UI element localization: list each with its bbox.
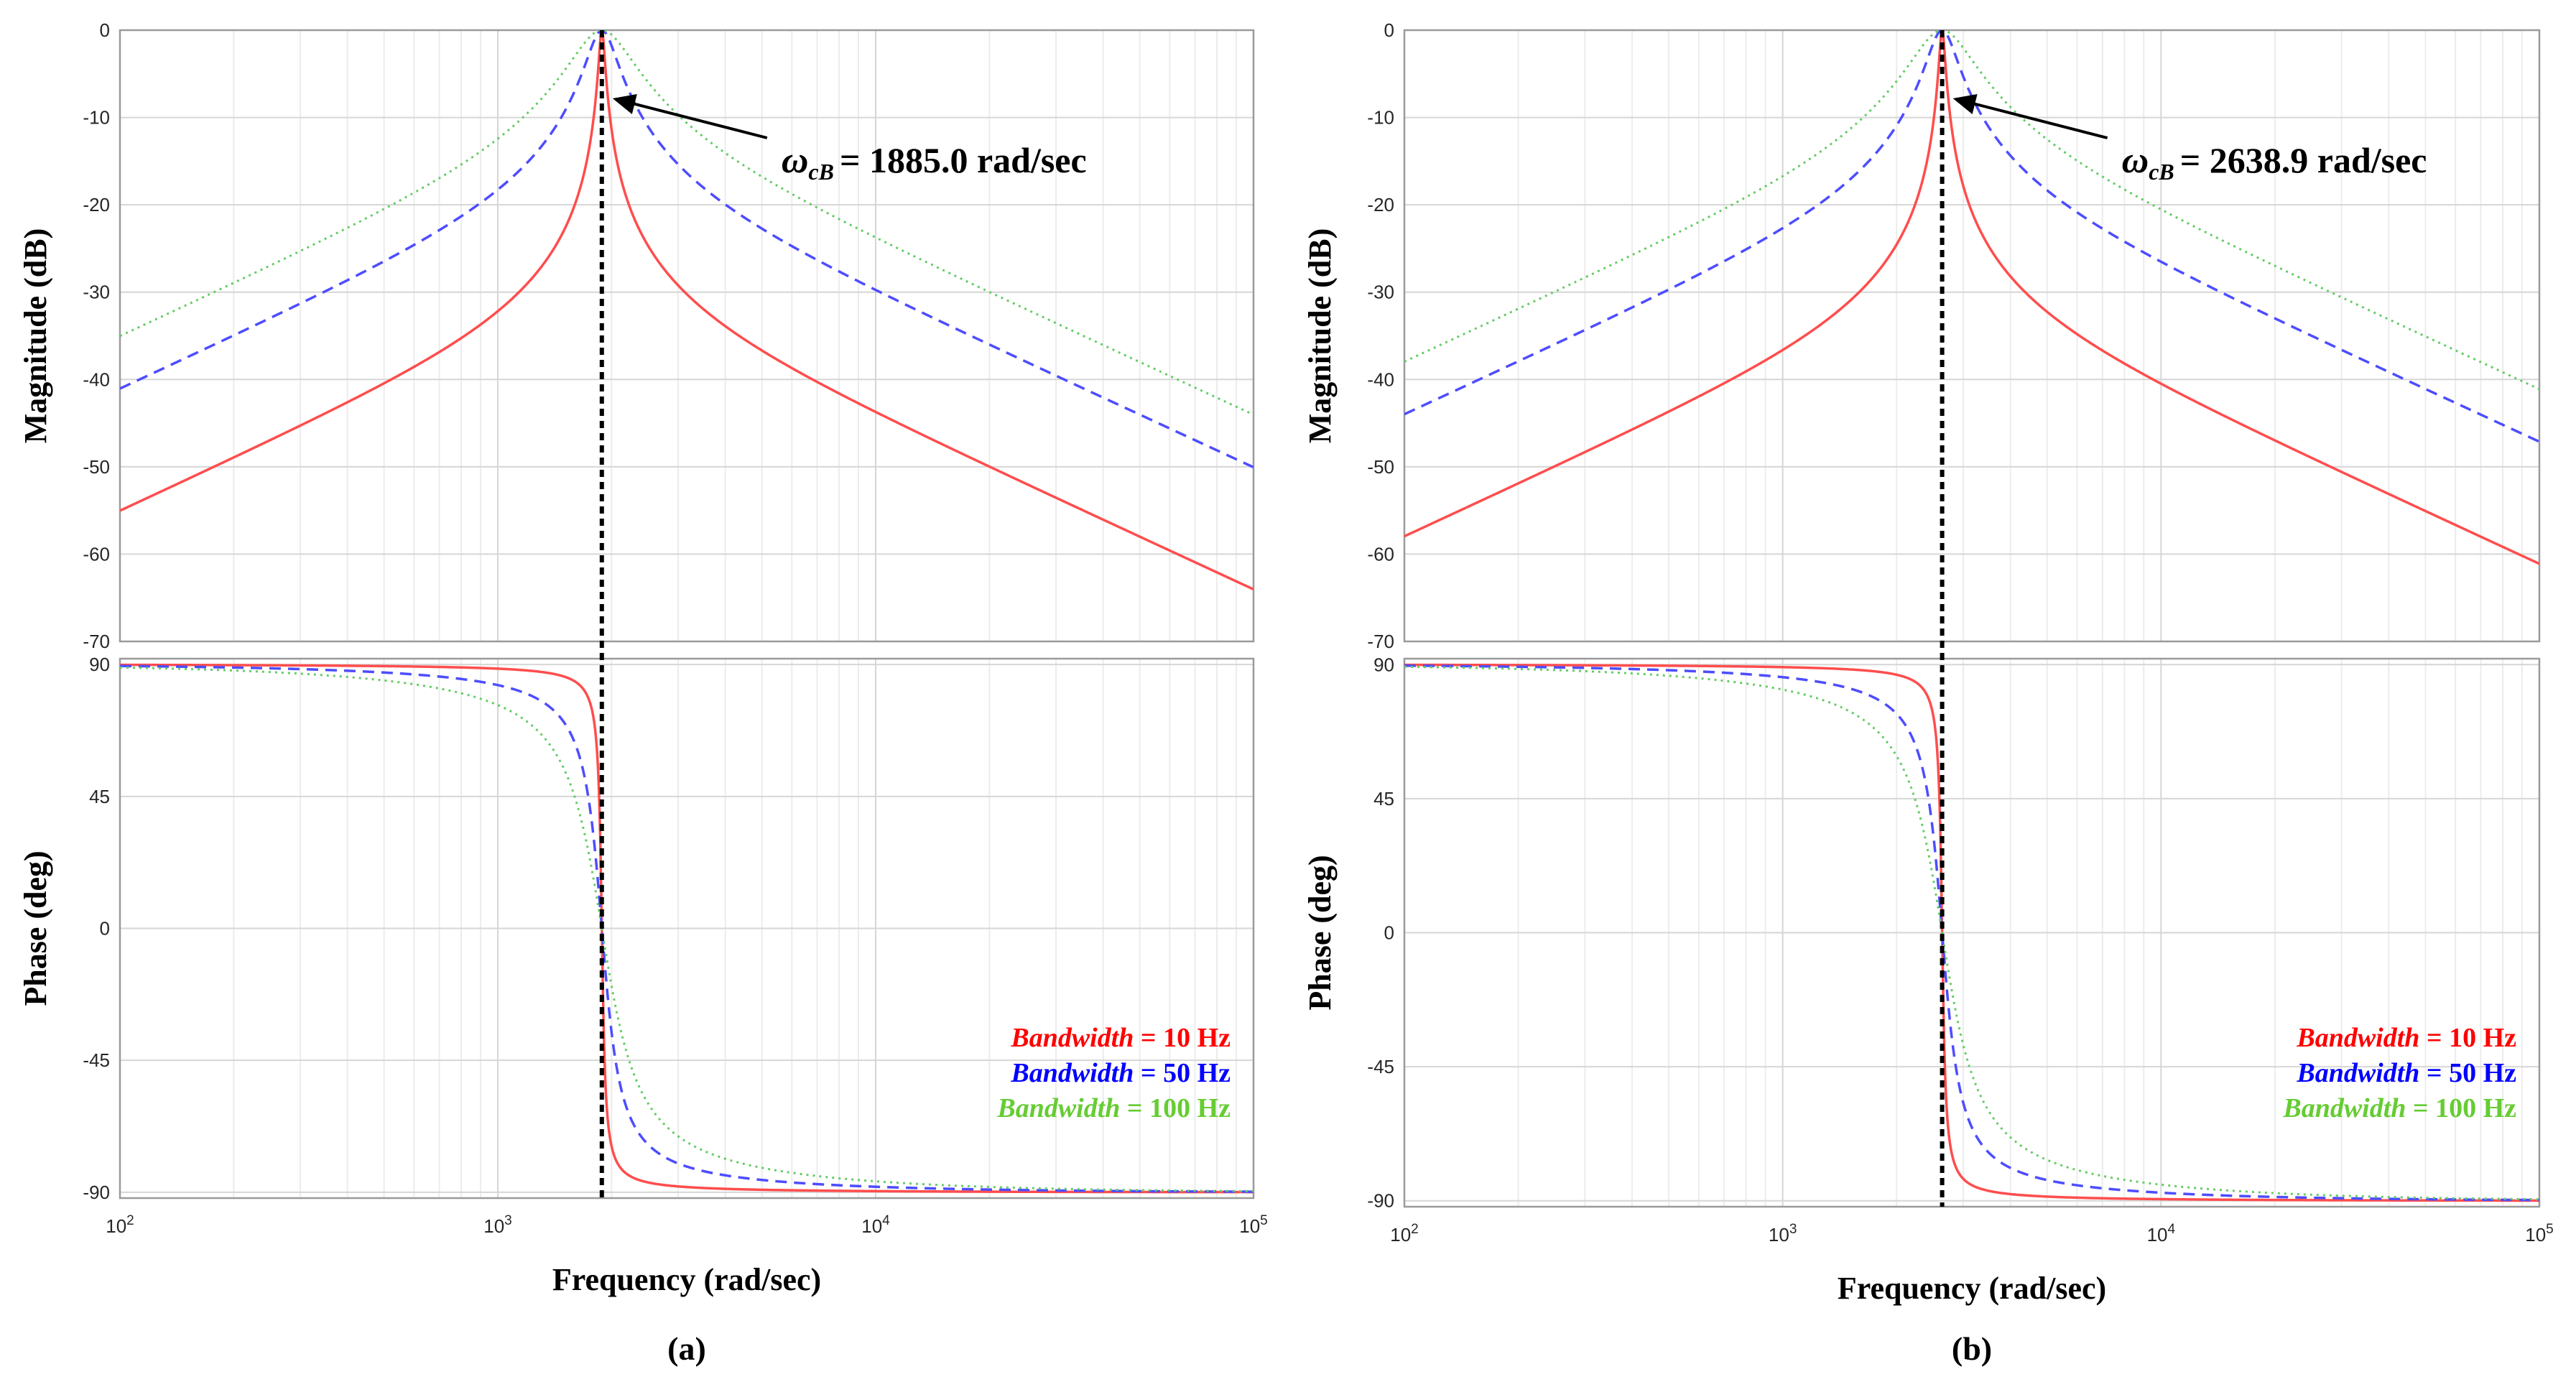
phase-ylabel: Phase (deg) xyxy=(18,850,53,1006)
phase-series-50hz xyxy=(1404,664,2539,1202)
panel-label: (b) xyxy=(1952,1330,1992,1367)
annotation-arrow-head xyxy=(1952,94,1978,114)
phase-ytick-label: 0 xyxy=(1384,922,1394,944)
magnitude-ytick-label: 0 xyxy=(1384,19,1394,41)
center-frequency-annotation: ωcB = 1885.0 rad/sec xyxy=(782,140,1087,185)
magnitude-ytick-label: -40 xyxy=(1367,368,1394,390)
phase-series-100hz xyxy=(1404,665,2539,1201)
phase-ylabel: Phase (deg) xyxy=(1302,855,1338,1010)
phase-series-50hz xyxy=(120,664,1254,1193)
phase-ytick-label: -45 xyxy=(1367,1056,1394,1077)
annotation-arrow-head xyxy=(612,94,637,114)
magnitude-ytick-label: 0 xyxy=(100,19,110,41)
magnitude-plot-area xyxy=(120,30,1254,641)
phase-ytick-label: 90 xyxy=(89,654,110,675)
phase-series-100hz xyxy=(120,666,1254,1192)
magnitude-ytick-label: -30 xyxy=(83,282,110,303)
magnitude-plot-area xyxy=(1404,30,2539,641)
phase-axes-frame xyxy=(119,657,1255,1200)
annotation-arrow-shaft xyxy=(1967,101,2108,139)
center-frequency-annotation: ωcB = 2638.9 rad/sec xyxy=(2122,140,2427,185)
phase-ytick-label: -45 xyxy=(83,1049,110,1071)
phase-axes xyxy=(1403,657,2541,1208)
legend-entry-100hz: Bandwidth = 100 Hz xyxy=(2282,1093,2516,1123)
phase-axes-frame xyxy=(1403,657,2541,1208)
xtick-label: 105 xyxy=(2525,1222,2554,1245)
phase-ytick-label: 45 xyxy=(1373,788,1394,810)
xtick-label: 104 xyxy=(2147,1222,2176,1245)
phase-ytick-label: -90 xyxy=(1367,1190,1394,1212)
magnitude-series-50hz xyxy=(120,30,1254,469)
magnitude-ylabel: Magnitude (dB) xyxy=(18,228,53,443)
phase-series-10hz xyxy=(120,663,1254,1194)
magnitude-ytick-label: -50 xyxy=(1367,456,1394,478)
magnitude-ytick-label: -70 xyxy=(1367,631,1394,652)
magnitude-ytick-label: -70 xyxy=(83,631,110,652)
magnitude-ytick-label: -20 xyxy=(83,194,110,215)
magnitude-series-10hz xyxy=(120,30,1254,591)
magnitude-ytick-label: -10 xyxy=(1367,107,1394,129)
magnitude-series-10hz xyxy=(1404,30,2539,565)
xtick-label: 103 xyxy=(483,1213,512,1237)
magnitude-axes-frame xyxy=(1403,29,2541,643)
panel-label: (a) xyxy=(667,1330,706,1367)
magnitude-ytick-label: -50 xyxy=(83,456,110,478)
legend-entry-50hz: Bandwidth = 50 Hz xyxy=(1010,1058,1231,1088)
magnitude-ytick-label: -40 xyxy=(83,368,110,390)
phase-ytick-label: 45 xyxy=(89,786,110,807)
magnitude-series-100hz xyxy=(1404,30,2539,391)
legend-entry-10hz: Bandwidth = 10 Hz xyxy=(1010,1023,1231,1053)
phase-ytick-label: 0 xyxy=(100,918,110,940)
legend-entry-50hz: Bandwidth = 50 Hz xyxy=(2296,1058,2516,1088)
phase-ytick-label: 90 xyxy=(1373,654,1394,675)
x-axis-label: Frequency (rad/sec) xyxy=(1838,1271,2106,1306)
xtick-label: 102 xyxy=(1390,1222,1419,1245)
xtick-label: 104 xyxy=(861,1213,890,1237)
x-axis-label: Frequency (rad/sec) xyxy=(552,1262,821,1297)
legend-entry-10hz: Bandwidth = 10 Hz xyxy=(2296,1023,2516,1053)
magnitude-series-50hz xyxy=(1404,30,2539,443)
xtick-label: 105 xyxy=(1239,1213,1268,1237)
magnitude-ytick-label: -60 xyxy=(83,543,110,565)
magnitude-ytick-label: -10 xyxy=(83,107,110,129)
annotation-arrow-shaft xyxy=(626,101,768,139)
magnitude-series-100hz xyxy=(120,30,1254,416)
magnitude-ytick-label: -30 xyxy=(1367,282,1394,303)
xtick-label: 102 xyxy=(106,1213,134,1237)
magnitude-axes xyxy=(119,29,1255,643)
legend-entry-100hz: Bandwidth = 100 Hz xyxy=(996,1093,1231,1123)
phase-series-10hz xyxy=(1404,663,2539,1202)
magnitude-ytick-label: -60 xyxy=(1367,543,1394,565)
magnitude-axes xyxy=(1403,29,2541,643)
xtick-label: 103 xyxy=(1769,1222,1797,1245)
magnitude-ylabel: Magnitude (dB) xyxy=(1302,228,1338,443)
magnitude-ytick-label: -20 xyxy=(1367,194,1394,215)
phase-ytick-label: -90 xyxy=(83,1182,110,1203)
